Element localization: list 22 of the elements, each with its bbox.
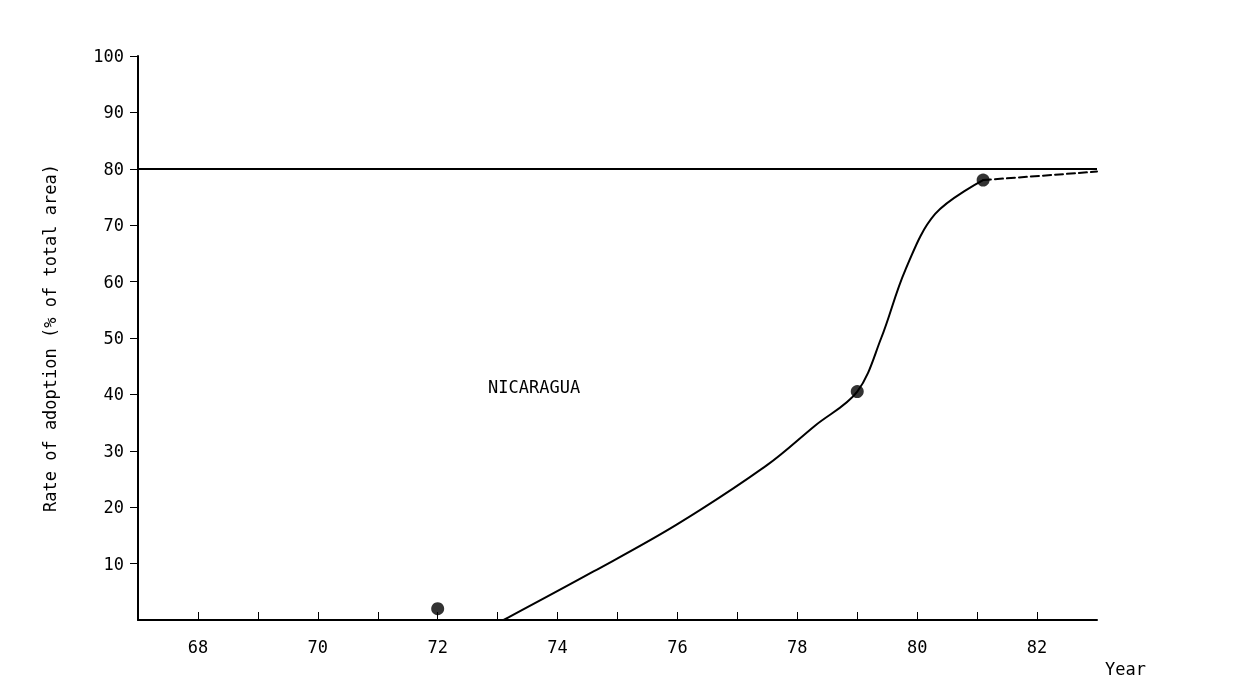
x-tick-label: 76 bbox=[667, 636, 688, 657]
x-tick-label: 78 bbox=[787, 636, 808, 657]
y-tick-label: 100 bbox=[93, 46, 124, 66]
x-axis-title: Year bbox=[1105, 658, 1146, 679]
x-tick-label: 74 bbox=[547, 636, 568, 657]
x-tick-label: 72 bbox=[427, 636, 448, 657]
y-tick-label: 60 bbox=[103, 271, 124, 292]
y-tick-label: 20 bbox=[103, 497, 124, 518]
y-tick-label: 30 bbox=[103, 440, 124, 461]
y-tick-label: 40 bbox=[103, 384, 124, 405]
point bbox=[431, 602, 445, 616]
y-tick-label: 90 bbox=[103, 102, 124, 123]
y-tick-label: 80 bbox=[103, 158, 124, 179]
x-tick-label: 80 bbox=[906, 636, 928, 657]
x-tick-label: 82 bbox=[1026, 636, 1048, 657]
y-axis-title: Rate of adoption (% of total area) bbox=[39, 164, 60, 512]
x-tick-label: 70 bbox=[307, 636, 329, 657]
y-tick-label: 10 bbox=[103, 553, 124, 574]
annotation: NICARAGUA bbox=[488, 376, 581, 397]
y-tick-label: 50 bbox=[103, 328, 124, 348]
x-tick-label: 68 bbox=[187, 636, 209, 657]
y-tick-label: 70 bbox=[103, 215, 124, 236]
